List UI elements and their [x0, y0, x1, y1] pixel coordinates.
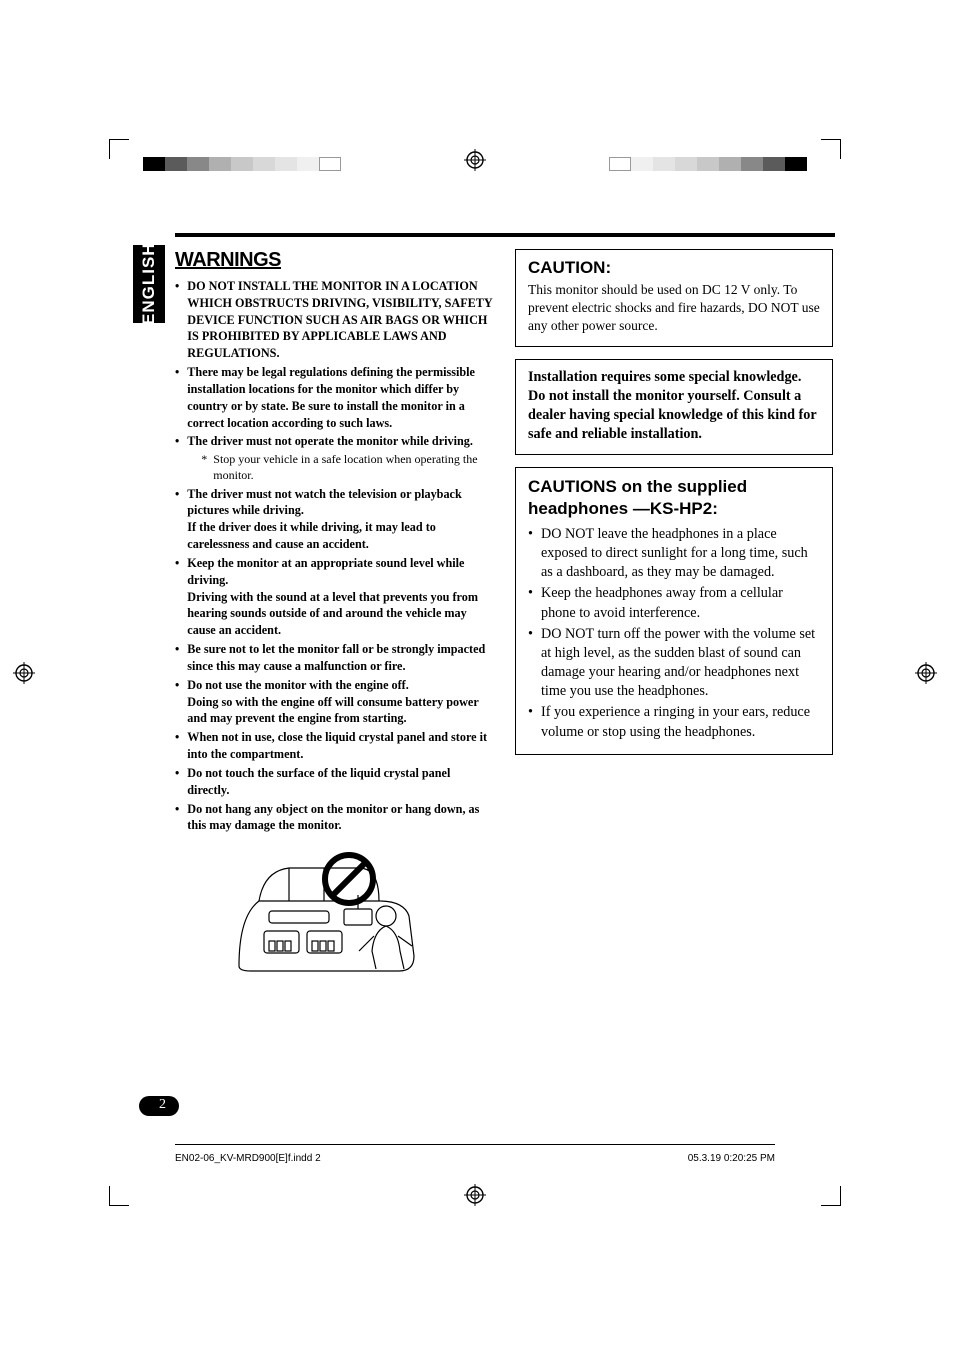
color-bar-segment	[763, 157, 785, 171]
headphones-caution-item: If you experience a ringing in your ears…	[528, 703, 820, 741]
color-bar-segment	[719, 157, 741, 171]
color-bar-segment	[187, 157, 209, 171]
warning-item: DO NOT INSTALL THE MONITOR IN A LOCATION…	[175, 278, 493, 362]
warning-item: The driver must not watch the television…	[175, 486, 493, 553]
color-bar-segment	[143, 157, 165, 171]
warning-item: There may be legal regulations defining …	[175, 364, 493, 431]
warning-item: Do not hang any object on the monitor or…	[175, 801, 493, 835]
warning-item: Be sure not to let the monitor fall or b…	[175, 641, 493, 675]
page-number: 2	[159, 1097, 166, 1113]
top-black-bar	[175, 233, 835, 237]
crop-mark-tr	[821, 139, 841, 159]
color-bar-segment	[653, 157, 675, 171]
color-bar-segment	[209, 157, 231, 171]
headphones-caution-item: Keep the headphones away from a cellular…	[528, 584, 820, 622]
headphones-cautions-list: DO NOT leave the headphones in a place e…	[528, 525, 820, 742]
caution-heading: CAUTION:	[528, 258, 820, 278]
crop-mark-br	[821, 1186, 841, 1206]
color-bar-segment	[275, 157, 297, 171]
color-bar-segment	[697, 157, 719, 171]
color-bar-segment	[785, 157, 807, 171]
headphones-cautions-box: CAUTIONS on the supplied headphones —KS-…	[515, 467, 833, 754]
headphones-caution-item: DO NOT leave the headphones in a place e…	[528, 525, 820, 583]
color-bar-segment	[631, 157, 653, 171]
caution-body: This monitor should be used on DC 12 V o…	[528, 281, 820, 336]
warning-item: Do not use the monitor with the engine o…	[175, 677, 493, 727]
color-bar-segment	[231, 157, 253, 171]
headphones-caution-item: DO NOT turn off the power with the volum…	[528, 625, 820, 702]
registration-mark-bottom	[464, 1184, 486, 1206]
page-content: WARNINGS DO NOT INSTALL THE MONITOR IN A…	[175, 233, 835, 1001]
left-column: WARNINGS DO NOT INSTALL THE MONITOR IN A…	[175, 249, 493, 1001]
warning-item: Do not touch the surface of the liquid c…	[175, 765, 493, 799]
right-column: CAUTION: This monitor should be used on …	[515, 249, 833, 1001]
installation-box: Installation requires some special knowl…	[515, 359, 833, 456]
crop-mark-bl	[109, 1186, 129, 1206]
color-bar-segment	[165, 157, 187, 171]
registration-mark-right	[915, 662, 937, 684]
language-tab: ENGLISH	[133, 245, 165, 323]
crop-mark-tl	[109, 139, 129, 159]
color-bar-segment	[253, 157, 275, 171]
color-bar-segment	[741, 157, 763, 171]
color-bars-right	[609, 157, 807, 171]
warning-illustration	[175, 846, 493, 1001]
color-bar-segment	[675, 157, 697, 171]
footer-line	[175, 1144, 775, 1145]
headphones-cautions-heading: CAUTIONS on the supplied headphones —KS-…	[528, 476, 820, 519]
footer-right: 05.3.19 0:20:25 PM	[688, 1153, 775, 1164]
footer-left: EN02-06_KV-MRD900[E]f.indd 2	[175, 1153, 321, 1164]
warnings-list: DO NOT INSTALL THE MONITOR IN A LOCATION…	[175, 278, 493, 834]
page-number-badge: 2	[139, 1096, 179, 1116]
color-bar-segment	[319, 157, 341, 171]
install-line1: Installation requires some special knowl…	[528, 368, 820, 387]
registration-mark-left	[13, 662, 35, 684]
page-frame: ENGLISH WARNINGS DO NOT INSTALL THE MONI…	[115, 145, 835, 1200]
registration-mark-top	[464, 149, 486, 171]
warnings-heading: WARNINGS	[175, 249, 493, 272]
install-line2: Do not install the monitor yourself. Con…	[528, 387, 820, 445]
color-bar-segment	[609, 157, 631, 171]
color-bars-left	[143, 157, 341, 171]
caution-box: CAUTION: This monitor should be used on …	[515, 249, 833, 347]
color-bar-segment	[297, 157, 319, 171]
warning-item: The driver must not operate the monitor …	[175, 433, 493, 483]
warning-item: Keep the monitor at an appropriate sound…	[175, 555, 493, 639]
warning-item: When not in use, close the liquid crysta…	[175, 729, 493, 763]
